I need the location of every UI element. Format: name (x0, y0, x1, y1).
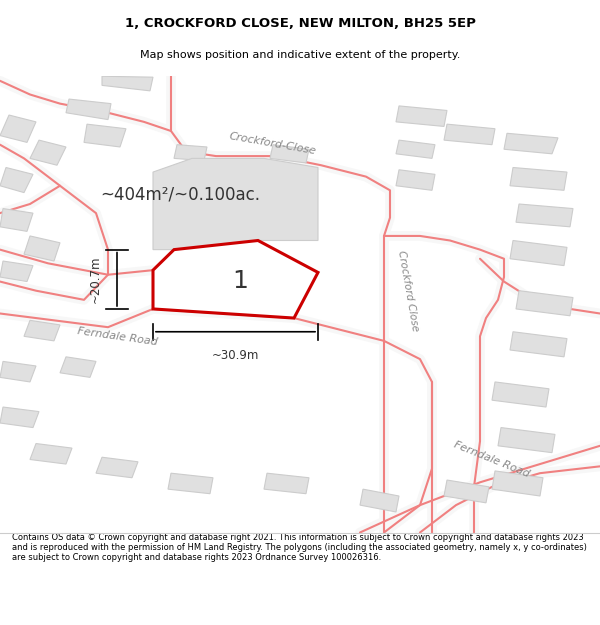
Polygon shape (153, 158, 318, 249)
Polygon shape (84, 124, 126, 147)
Text: ~404m²/~0.100ac.: ~404m²/~0.100ac. (100, 186, 260, 204)
Polygon shape (270, 144, 309, 163)
Polygon shape (498, 428, 555, 452)
Polygon shape (30, 140, 66, 165)
Text: ~30.9m: ~30.9m (212, 349, 259, 362)
Polygon shape (30, 444, 72, 464)
Text: Contains OS data © Crown copyright and database right 2021. This information is : Contains OS data © Crown copyright and d… (12, 532, 587, 562)
Text: Crockford Close: Crockford Close (396, 249, 420, 332)
Text: 1, CROCKFORD CLOSE, NEW MILTON, BH25 5EP: 1, CROCKFORD CLOSE, NEW MILTON, BH25 5EP (125, 17, 475, 30)
Polygon shape (153, 241, 318, 318)
Polygon shape (0, 168, 33, 192)
Polygon shape (24, 236, 60, 261)
Polygon shape (24, 321, 60, 341)
Polygon shape (360, 489, 399, 512)
Polygon shape (510, 241, 567, 266)
Polygon shape (0, 115, 36, 142)
Polygon shape (0, 209, 33, 231)
Polygon shape (264, 473, 309, 494)
Polygon shape (96, 458, 138, 478)
Polygon shape (396, 140, 435, 158)
Polygon shape (396, 170, 435, 190)
Polygon shape (444, 480, 489, 503)
Polygon shape (516, 204, 573, 227)
Polygon shape (66, 99, 111, 119)
Text: ~20.7m: ~20.7m (89, 256, 102, 303)
Polygon shape (444, 124, 495, 144)
Polygon shape (168, 473, 213, 494)
Text: 1: 1 (232, 269, 248, 293)
Polygon shape (102, 76, 153, 91)
Polygon shape (396, 106, 447, 126)
Text: Map shows position and indicative extent of the property.: Map shows position and indicative extent… (140, 49, 460, 59)
Polygon shape (174, 144, 207, 161)
Polygon shape (492, 382, 549, 407)
Polygon shape (510, 332, 567, 357)
Polygon shape (60, 357, 96, 377)
Polygon shape (0, 361, 36, 382)
Polygon shape (504, 133, 558, 154)
Polygon shape (0, 261, 33, 281)
Text: Crockford-Close: Crockford-Close (229, 131, 317, 156)
Polygon shape (492, 471, 543, 496)
Text: Ferndale Road: Ferndale Road (76, 326, 158, 347)
Polygon shape (510, 168, 567, 190)
Polygon shape (0, 407, 39, 428)
Polygon shape (516, 291, 573, 316)
Text: Ferndale Road: Ferndale Road (452, 440, 532, 479)
